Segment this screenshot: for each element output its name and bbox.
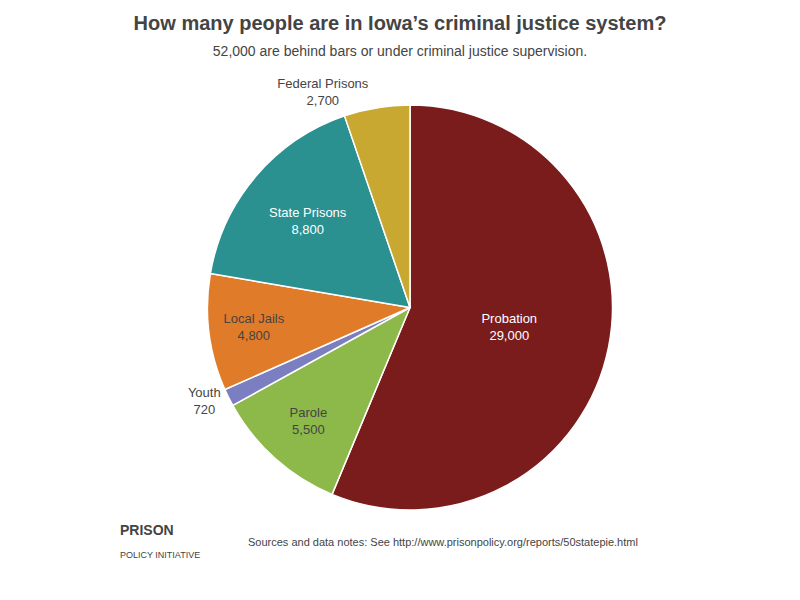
svg-text:Probation29,000: Probation29,000 [481, 311, 537, 343]
svg-text:Sources and data notes: See ht: Sources and data notes: See http://www.p… [248, 536, 638, 548]
svg-text:Federal Prisons2,700: Federal Prisons2,700 [277, 76, 369, 108]
svg-text:Parole5,500: Parole5,500 [290, 405, 328, 437]
svg-text:Youth720: Youth720 [188, 385, 221, 417]
svg-text:POLICY INITIATIVE: POLICY INITIATIVE [120, 550, 200, 560]
svg-text:PRISON: PRISON [120, 522, 174, 538]
svg-text:State Prisons8,800: State Prisons8,800 [269, 205, 347, 237]
svg-text:Local Jails4,800: Local Jails4,800 [223, 311, 284, 343]
svg-text:How many people are in Iowa’s: How many people are in Iowa’s criminal j… [134, 12, 667, 59]
